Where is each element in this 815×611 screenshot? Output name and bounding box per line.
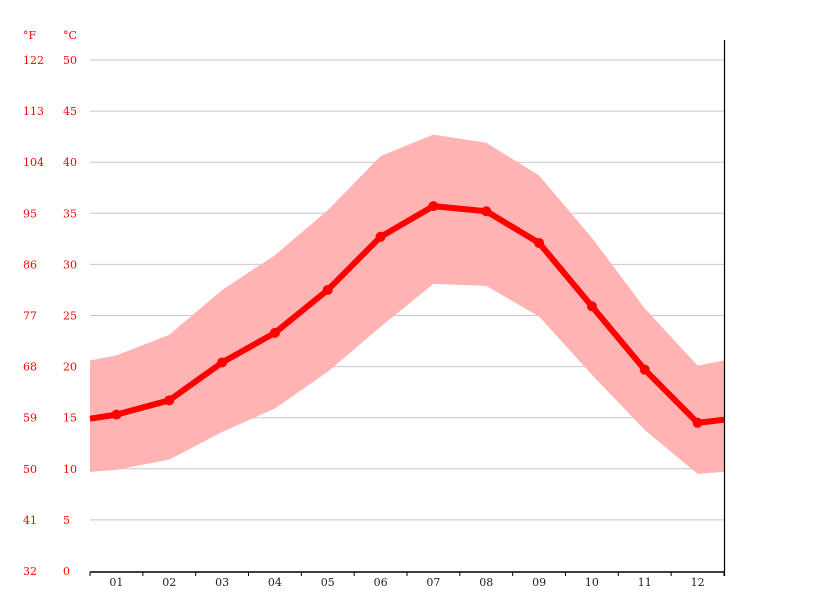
y-tick-label-f: 122 <box>23 54 44 67</box>
x-tick-label: 11 <box>638 576 652 589</box>
y-tick-label-f: 41 <box>23 514 37 527</box>
x-tick-label: 08 <box>479 576 493 589</box>
unit-celsius-label: °C <box>63 29 77 42</box>
x-tick-label: 12 <box>691 576 705 589</box>
average-temperature-line <box>89 203 725 426</box>
x-tick-label: 03 <box>215 576 229 589</box>
y-tick-label-c: 0 <box>63 565 70 578</box>
x-tick-label: 05 <box>321 576 335 589</box>
y-tick-label-c: 45 <box>63 105 77 118</box>
x-tick-label: 09 <box>532 576 546 589</box>
y-tick-label-f: 95 <box>23 207 37 220</box>
x-tick-label: 06 <box>374 576 388 589</box>
y-tick-label-f: 68 <box>23 361 37 374</box>
data-point-08 <box>481 206 492 217</box>
x-tick-label: 07 <box>426 576 440 589</box>
data-point-07 <box>428 201 439 212</box>
y-tick-label-c: 35 <box>63 207 77 220</box>
y-tick-label-f: 77 <box>23 310 37 323</box>
data-point-10 <box>586 301 597 312</box>
y-tick-label-f: 59 <box>23 412 37 425</box>
y-tick-label-c: 10 <box>63 463 77 476</box>
y-tick-label-f: 32 <box>23 565 37 578</box>
data-point-12 <box>692 417 703 428</box>
y-tick-label-c: 50 <box>63 54 77 67</box>
y-tick-label-f: 104 <box>23 156 44 169</box>
unit-fahrenheit-label: °F <box>23 29 37 42</box>
data-point-11 <box>639 364 650 375</box>
data-point-01 <box>111 409 122 420</box>
data-point-03 <box>217 357 228 368</box>
x-tick-label: 04 <box>268 576 282 589</box>
data-point-09 <box>534 237 545 248</box>
y-tick-label-f: 50 <box>23 463 37 476</box>
y-tick-label-c: 40 <box>63 156 77 169</box>
x-tick-label: 10 <box>585 576 599 589</box>
data-point-04 <box>269 327 280 338</box>
y-tick-label-c: 5 <box>63 514 70 527</box>
y-tick-label-c: 15 <box>63 412 77 425</box>
y-tick-label-c: 25 <box>63 310 77 323</box>
data-point-06 <box>375 231 386 242</box>
x-axis-ticks: 01 02 03 04 05 06 07 08 09 10 11 12 <box>89 572 725 589</box>
x-tick-label: 02 <box>162 576 176 589</box>
data-point-02 <box>164 395 175 406</box>
y-tick-label-c: 30 <box>63 258 77 271</box>
y-tick-label-c: 20 <box>63 361 77 374</box>
x-tick-label: 01 <box>109 576 123 589</box>
y-tick-label-f: 113 <box>23 105 44 118</box>
data-point-05 <box>322 284 333 295</box>
temperature-range-band <box>90 134 724 474</box>
data-points <box>111 201 703 428</box>
y-tick-label-f: 86 <box>23 258 37 271</box>
